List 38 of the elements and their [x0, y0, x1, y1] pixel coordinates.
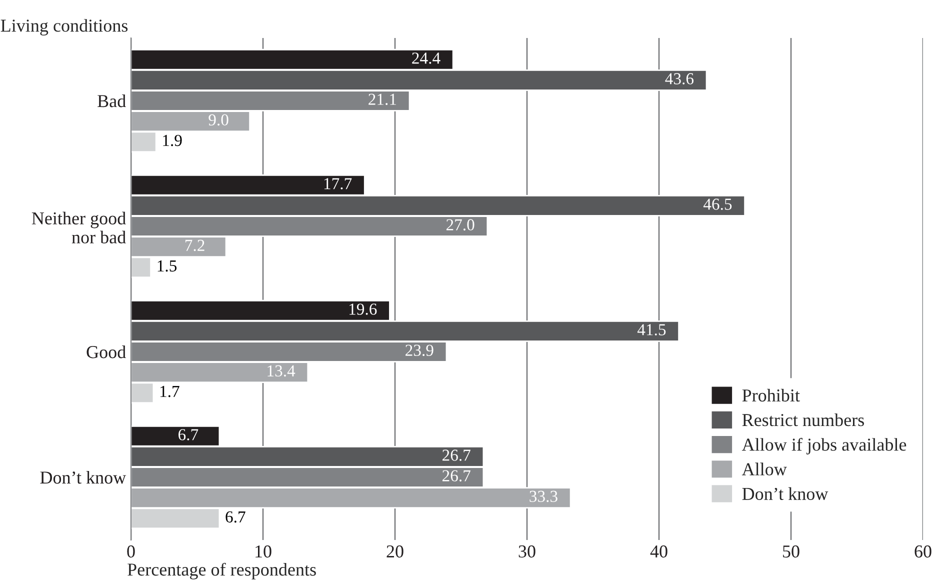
legend-label: Allow if jobs available — [742, 438, 906, 454]
data-label: 24.4 — [412, 52, 440, 64]
x-tick-label: 40 — [650, 545, 668, 558]
data-label: 6.7 — [178, 429, 198, 440]
data-label: 1.9 — [163, 134, 182, 146]
data-label: 33.3 — [530, 490, 558, 502]
data-label: 6.7 — [226, 511, 246, 523]
legend-label: Don’t know — [742, 487, 828, 500]
data-label: 1.7 — [160, 386, 180, 398]
data-label: 13.4 — [268, 365, 296, 377]
x-axis-title: Percentage of respondents — [128, 562, 316, 580]
data-label: 27.0 — [446, 219, 474, 230]
data-label: 1.5 — [158, 260, 177, 272]
data-label: 46.5 — [703, 198, 732, 210]
y-tick-label: Good — [86, 345, 126, 358]
data-label: 41.5 — [637, 324, 666, 336]
legend-label: Prohibit — [742, 388, 800, 402]
x-tick-label: 0 — [127, 545, 135, 558]
y-tick-label: Don’t know — [40, 470, 126, 484]
data-label: 19.6 — [350, 304, 377, 315]
legend-label: Restrict numbers — [742, 413, 864, 426]
data-label: 9.0 — [208, 114, 228, 126]
data-label: 21.1 — [368, 94, 396, 105]
y-tick-label: Neither good nor bad — [32, 212, 126, 244]
x-tick-label: 10 — [256, 545, 272, 558]
data-label: 43.6 — [665, 73, 694, 84]
y-axis-title: Living conditions — [0, 19, 128, 36]
legend-label: Allow — [742, 462, 787, 476]
data-label: 26.7 — [442, 470, 470, 482]
x-tick-label: 30 — [518, 545, 536, 558]
data-label: 23.9 — [406, 344, 434, 356]
x-tick-label: 20 — [386, 545, 404, 558]
data-label: 26.7 — [442, 450, 470, 461]
x-tick-label: 50 — [783, 545, 800, 558]
y-tick-label: Bad — [98, 94, 126, 108]
data-label: 7.2 — [185, 240, 204, 252]
x-tick-label: 60 — [914, 545, 932, 558]
data-label: 17.7 — [324, 178, 352, 190]
